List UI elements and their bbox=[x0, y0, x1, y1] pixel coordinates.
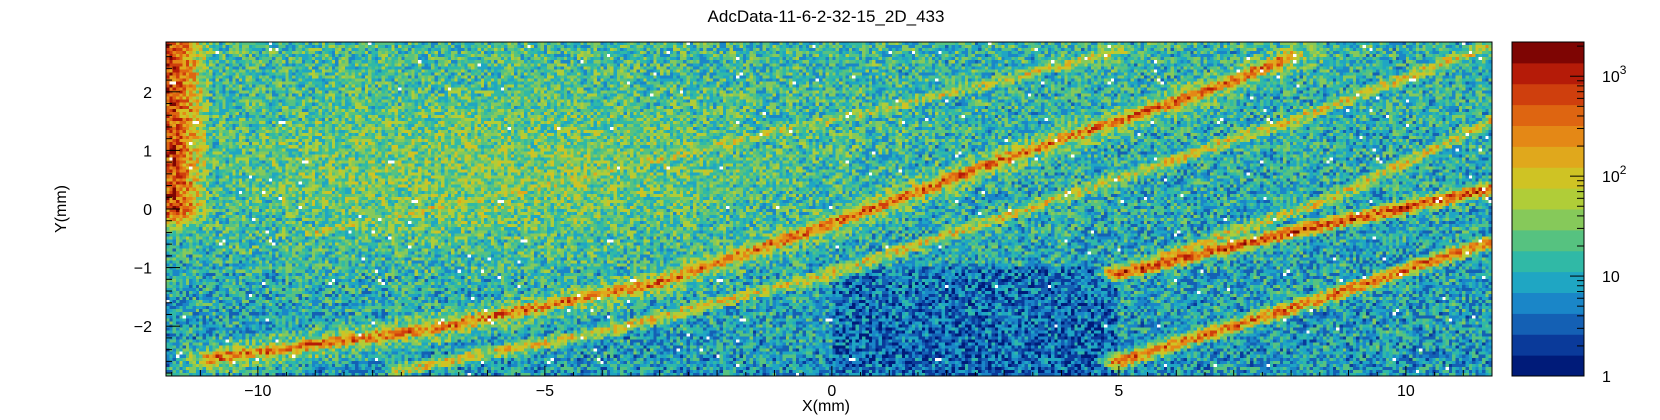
y-axis: −2 −1 0 1 2 bbox=[134, 44, 180, 374]
x-axis-label: X(mm) bbox=[802, 398, 850, 415]
colorbar-segment bbox=[1512, 42, 1584, 64]
y-axis-label: Y(mm) bbox=[53, 185, 70, 233]
colorbar-tick-label: 1 bbox=[1602, 369, 1611, 386]
colorbar-segment bbox=[1512, 188, 1584, 210]
colorbar-segment bbox=[1512, 355, 1584, 377]
colorbar-segment bbox=[1512, 250, 1584, 273]
x-tick-label: 10 bbox=[1397, 383, 1415, 400]
colorbar-segment bbox=[1512, 125, 1584, 147]
colorbar-segment bbox=[1512, 62, 1584, 85]
colorbar-segment bbox=[1512, 209, 1584, 231]
heatmap-cells bbox=[166, 42, 1492, 376]
colorbar-segment bbox=[1512, 167, 1584, 189]
colorbar-tick-label: 103 bbox=[1602, 63, 1627, 86]
colorbar-tick-label: 102 bbox=[1602, 163, 1627, 186]
colorbar-segment bbox=[1512, 83, 1584, 106]
colorbar-segment bbox=[1512, 146, 1584, 168]
colorbar-segment bbox=[1512, 292, 1584, 314]
colorbar-axis: 1 10 102 103 bbox=[1570, 45, 1627, 386]
colorbar-frame bbox=[1511, 41, 1585, 377]
plot-area bbox=[165, 41, 1493, 377]
y-tick-label: 0 bbox=[143, 202, 152, 219]
colorbar-segment bbox=[1512, 334, 1584, 356]
y-tick-label: −2 bbox=[134, 319, 152, 336]
y-tick-label: 2 bbox=[143, 85, 152, 102]
colorbar-tick-label: 10 bbox=[1602, 269, 1620, 286]
x-tick-label: 0 bbox=[827, 383, 836, 400]
colorbar-segment bbox=[1512, 104, 1584, 126]
y-tick-label: −1 bbox=[134, 261, 152, 278]
x-axis: −10 −5 0 5 10 bbox=[171, 366, 1493, 400]
x-tick-label: −10 bbox=[244, 383, 271, 400]
colorbar bbox=[1511, 41, 1585, 377]
colorbar-segment bbox=[1512, 229, 1584, 252]
y-tick-label: 1 bbox=[143, 143, 152, 160]
colorbar-segment bbox=[1512, 271, 1584, 293]
chart-title: AdcData-11-6-2-32-15_2D_433 bbox=[708, 7, 945, 26]
x-tick-label: 5 bbox=[1114, 383, 1123, 400]
colorbar-segment bbox=[1512, 313, 1584, 335]
x-tick-label: −5 bbox=[536, 383, 554, 400]
